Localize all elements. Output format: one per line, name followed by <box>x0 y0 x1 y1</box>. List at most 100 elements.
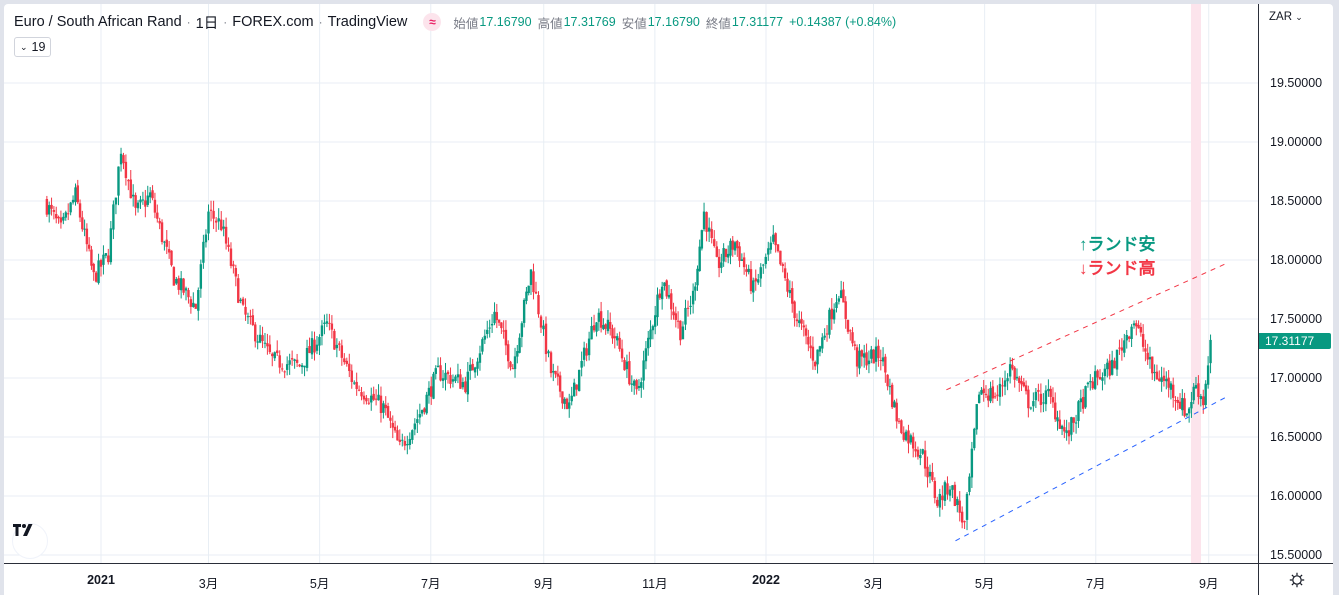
candle-down <box>879 359 882 361</box>
symbol-name[interactable]: Euro / South African Rand <box>14 14 182 30</box>
time-tick-label: 7月 <box>1086 577 1106 591</box>
candle-up <box>689 305 692 307</box>
candle-up <box>818 346 822 352</box>
candle-down <box>933 480 937 498</box>
price-axis[interactable]: ZAR ⌄ 19.50000 19.00000 18.50000 18.00000 17… <box>1258 4 1333 563</box>
candle-up <box>587 338 591 356</box>
candle-down <box>214 220 218 223</box>
market-session-icon[interactable]: ≈ <box>423 13 442 31</box>
candle-up <box>921 449 924 454</box>
candle-up <box>888 386 892 388</box>
price-tick-label: 16.50000 <box>1270 430 1323 444</box>
open-label: 始値 <box>453 16 479 31</box>
candle-down <box>1024 385 1028 392</box>
candle-down <box>403 440 407 446</box>
chart-plot-area[interactable]: Euro / South African Rand · 1日 · FOREX.c… <box>4 4 1258 563</box>
candle-down <box>900 420 903 433</box>
candle-down <box>330 323 334 330</box>
candle-up <box>163 241 166 243</box>
candle-up <box>408 438 412 445</box>
candle-up <box>919 455 922 459</box>
candle-up <box>300 365 304 368</box>
close-value: 17.31177 <box>731 15 784 29</box>
candle-up <box>740 259 744 261</box>
candle-down <box>313 339 316 353</box>
candle-up <box>97 260 100 284</box>
candle-down <box>389 417 392 421</box>
candle-down <box>914 448 917 452</box>
candle-down <box>658 293 662 298</box>
candle-down <box>710 229 713 239</box>
candle-up <box>1209 339 1212 364</box>
chart-settings-button[interactable] <box>1258 563 1333 595</box>
candle-down <box>795 319 799 322</box>
candle-down <box>249 315 252 317</box>
candle-up <box>179 278 183 291</box>
candle-up <box>518 337 521 353</box>
candle-up <box>310 338 314 355</box>
candle-up <box>520 323 524 337</box>
candle-up <box>263 342 267 344</box>
annotation-rand-weak[interactable]: ↑ランド安 <box>1079 230 1156 255</box>
candle-up <box>904 431 908 441</box>
open-value: 17.16790 <box>479 15 532 29</box>
candle-down <box>78 203 82 218</box>
candle-down <box>156 212 159 219</box>
candle-up <box>726 253 730 258</box>
candle-down <box>227 244 230 248</box>
candle-up <box>466 371 470 395</box>
candle-up <box>444 372 447 380</box>
candle-up <box>1032 401 1035 407</box>
candle-down <box>987 395 990 401</box>
candle-up <box>513 356 517 370</box>
candle-down <box>1151 356 1154 374</box>
candle-up <box>1047 388 1050 392</box>
candle-down <box>251 315 255 326</box>
annotation-rand-strong[interactable]: ↓ランド高 <box>1079 254 1156 279</box>
candle-up <box>119 153 123 165</box>
settings-sun-icon <box>1289 572 1304 588</box>
candle-down <box>783 268 787 279</box>
high-value: 17.31769 <box>563 15 616 29</box>
candle-up <box>570 395 573 402</box>
candle-up <box>1060 425 1064 429</box>
candle-down <box>268 344 272 353</box>
candle-up <box>413 423 417 430</box>
tradingview-logo[interactable] <box>12 523 48 559</box>
separator-dot: · <box>223 15 228 29</box>
currency-label: ZAR <box>1269 11 1292 23</box>
lower_support-trendline <box>955 395 1230 542</box>
candle-up <box>823 335 826 338</box>
candle-down <box>613 336 616 339</box>
candle-up <box>702 211 706 230</box>
candle-down <box>984 393 988 395</box>
candle-down <box>81 217 84 230</box>
candle-down <box>936 499 939 506</box>
indicators-toggle-button[interactable]: ⌄ 19 <box>14 37 52 57</box>
candle-up <box>568 402 571 409</box>
candle-down <box>87 244 91 249</box>
candle-down <box>800 318 803 324</box>
candle-down <box>1058 419 1061 429</box>
candle-down <box>107 255 110 263</box>
candle-down <box>423 408 426 412</box>
candle-down <box>793 301 796 319</box>
candle-up <box>1042 402 1045 404</box>
candle-up <box>893 401 896 408</box>
highlight-band <box>1190 4 1201 563</box>
candle-down <box>731 240 734 250</box>
candle-down <box>509 361 512 368</box>
currency-selector[interactable]: ZAR ⌄ <box>1269 11 1303 23</box>
time-axis[interactable]: 2021 3月 5月 7月 9月 11月 2022 3月 5月 7月 9月 <box>4 563 1258 595</box>
candle-down <box>1162 375 1166 381</box>
interval-label[interactable]: 1日 <box>195 15 219 32</box>
candle-up <box>573 382 576 397</box>
candle-down <box>1081 397 1085 409</box>
candle-down <box>779 250 782 265</box>
candle-up <box>1185 413 1189 416</box>
candle-up <box>762 264 765 266</box>
candle-down <box>182 278 185 293</box>
candle-down <box>502 330 505 332</box>
price-tick-label: 18.50000 <box>1270 194 1323 208</box>
candle-up <box>767 248 770 255</box>
